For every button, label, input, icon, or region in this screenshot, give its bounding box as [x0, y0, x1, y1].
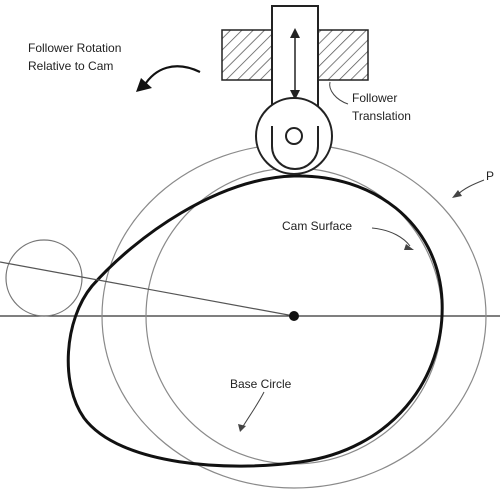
rotation-arrow [143, 65, 201, 87]
follower-rotated-roller [5, 239, 83, 317]
cam-surface-leader-head [404, 244, 414, 250]
cam-center-point [289, 311, 299, 321]
cam-surface-leader [371, 227, 411, 247]
label-base-circle: Base Circle [230, 377, 292, 391]
translation-arrow-head-up [290, 28, 300, 38]
cam-surface [66, 174, 444, 468]
translation-arrow-head-down [290, 90, 300, 100]
label-follower-rotation-2: Relative to Cam [28, 59, 113, 73]
base-circle-leader-head [238, 424, 246, 432]
rotated-follower-axis [0, 261, 295, 317]
pitch-curve-leader-head [452, 190, 462, 198]
guide-block-left [221, 29, 273, 81]
label-follower-rotation-1: Follower Rotation [28, 41, 121, 55]
label-follower-translation-1: Follower [352, 91, 397, 105]
label-cam-surface: Cam Surface [282, 219, 352, 233]
rotation-arrow-head [136, 78, 152, 92]
follower-pin [285, 127, 303, 145]
translation-leader [329, 81, 349, 105]
guide-block-right [317, 29, 369, 81]
label-pitch-curve: P [486, 169, 494, 183]
base-circle-leader [241, 391, 265, 429]
label-follower-translation-2: Translation [352, 109, 411, 123]
follower-yoke [271, 126, 319, 170]
